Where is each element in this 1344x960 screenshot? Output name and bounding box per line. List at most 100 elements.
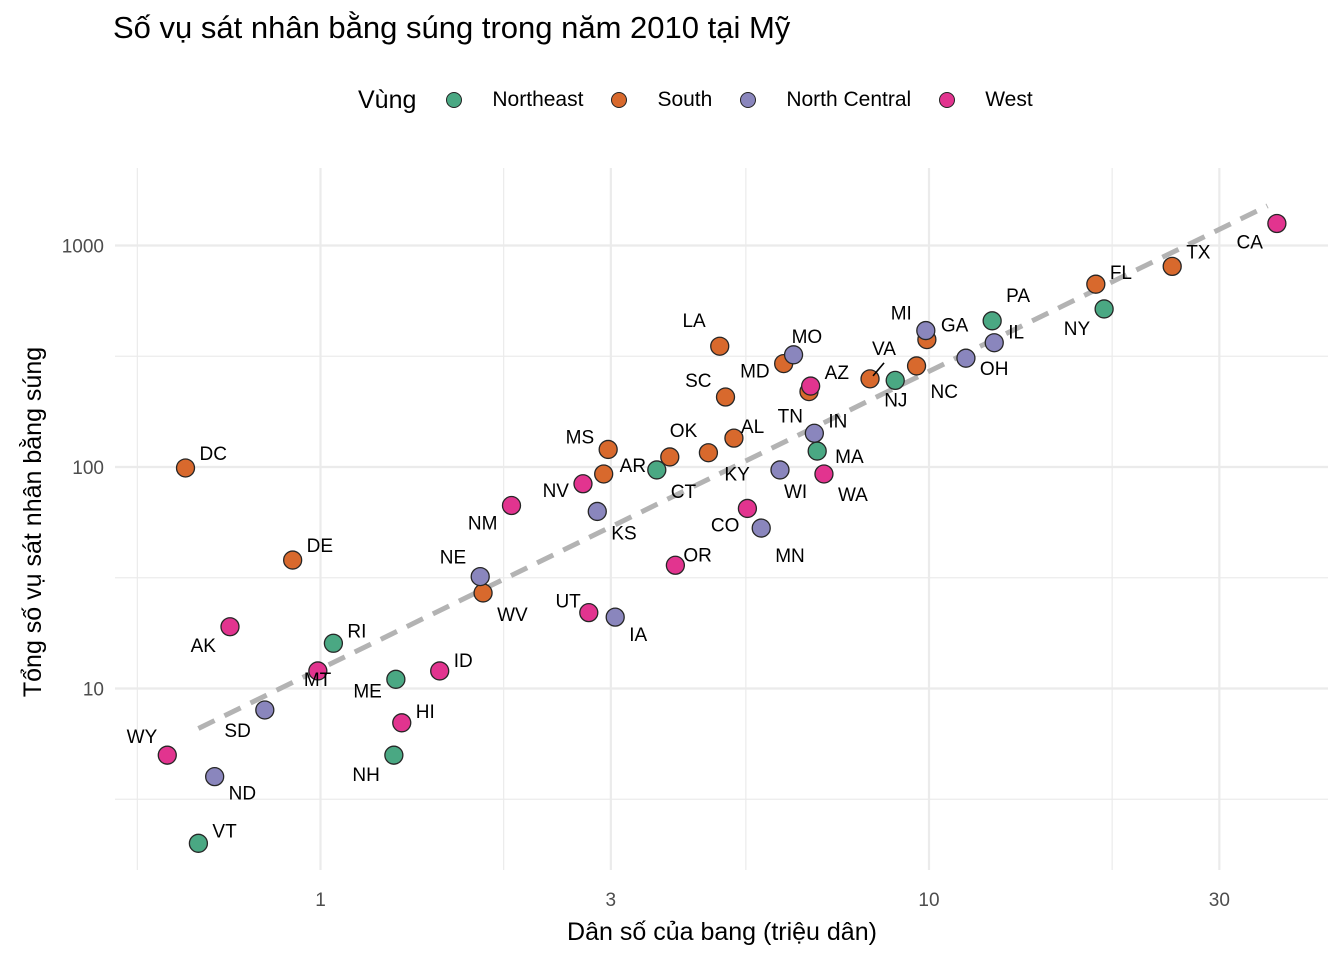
- trend-line: [197, 203, 1269, 731]
- point-az: [800, 376, 821, 396]
- point-ok: [660, 447, 680, 467]
- point-hi: [392, 713, 412, 733]
- label-leader-va: [872, 362, 885, 377]
- legend-item-south: South: [611, 88, 712, 112]
- label-az: AZ: [825, 363, 850, 384]
- point-il: [984, 333, 1004, 353]
- point-nv: [573, 474, 593, 494]
- legend-title: Vùng: [358, 85, 417, 114]
- point-id: [430, 661, 450, 681]
- point-al: [724, 428, 744, 448]
- legend-label-west: West: [985, 88, 1033, 111]
- point-mi: [916, 320, 936, 341]
- legend-swatch-north-central: [740, 92, 757, 108]
- point-ri: [323, 633, 344, 653]
- legend-item-west: West: [939, 88, 1033, 112]
- label-co: CO: [711, 515, 740, 536]
- point-fl: [1086, 274, 1106, 294]
- label-tx: TX: [1186, 242, 1211, 263]
- point-co: [737, 498, 758, 519]
- point-vt: [188, 833, 209, 853]
- legend: Vùng Northeast South North Central West: [358, 84, 1061, 116]
- label-la: LA: [682, 311, 706, 332]
- point-sd: [255, 700, 275, 720]
- label-nc: NC: [931, 382, 958, 403]
- point-ar: [594, 464, 614, 484]
- grid: [115, 168, 1328, 870]
- point-wi: [770, 460, 790, 480]
- label-ia: IA: [629, 625, 647, 646]
- trend-line-layer: [197, 203, 1269, 731]
- point-mo: [783, 345, 804, 365]
- label-ma: MA: [835, 447, 864, 468]
- point-tx: [1162, 256, 1182, 277]
- label-ky: KY: [724, 465, 750, 486]
- x-axis-title: Dân số của bang (triệu dân): [567, 918, 877, 946]
- x-tick-label: 10: [918, 890, 939, 911]
- label-va: VA: [872, 339, 896, 360]
- point-ma: [807, 441, 827, 461]
- label-mt: MT: [304, 670, 332, 691]
- label-sc: SC: [685, 371, 711, 392]
- legend-label-north-central: North Central: [786, 88, 912, 111]
- label-ca: CA: [1236, 232, 1263, 253]
- point-nc: [906, 356, 927, 376]
- point-ia: [605, 607, 625, 627]
- point-nh: [384, 745, 404, 765]
- points-layer: [157, 213, 1287, 853]
- point-ny: [1094, 299, 1114, 319]
- label-nd: ND: [229, 784, 256, 805]
- legend-item-north-central: North Central: [740, 88, 911, 112]
- label-sd: SD: [224, 721, 250, 742]
- y-axis-title: Tổng số vụ sát nhân bằng súng: [18, 347, 47, 697]
- label-fl: FL: [1110, 263, 1132, 284]
- point-nm: [501, 495, 522, 516]
- point-wv: [473, 583, 493, 603]
- label-pa: PA: [1006, 286, 1030, 307]
- point-oh: [956, 348, 976, 368]
- label-or: OR: [683, 545, 712, 566]
- label-wy: WY: [127, 727, 158, 748]
- point-sc: [715, 387, 736, 407]
- point-ky: [698, 443, 719, 463]
- label-id: ID: [454, 651, 473, 672]
- legend-label-south: South: [657, 88, 713, 111]
- label-tn: TN: [778, 407, 803, 428]
- label-al: AL: [741, 417, 764, 438]
- label-mn: MN: [775, 546, 805, 567]
- point-mt: [308, 661, 328, 681]
- tick-labels: 1 3 10 30 10 100 1000: [62, 237, 1230, 912]
- label-ut: UT: [555, 592, 581, 613]
- legend-swatch-west: [939, 92, 956, 108]
- point-ks: [587, 501, 607, 522]
- label-ok: OK: [670, 421, 698, 442]
- point-wa: [814, 464, 834, 484]
- label-vt: VT: [212, 821, 237, 842]
- point-mn: [751, 518, 771, 538]
- label-wv: WV: [497, 605, 528, 626]
- legend-swatch-south: [611, 92, 628, 108]
- label-md: MD: [740, 362, 770, 383]
- point-wy: [157, 745, 177, 765]
- label-ks: KS: [611, 523, 636, 544]
- label-mo: MO: [792, 327, 823, 348]
- point-or: [665, 555, 686, 575]
- legend-swatch-northeast: [446, 92, 463, 108]
- y-tick-label: 1000: [62, 237, 104, 258]
- label-oh: OH: [980, 359, 1009, 380]
- label-nh: NH: [352, 765, 379, 786]
- label-nj: NJ: [884, 390, 907, 411]
- label-mi: MI: [891, 304, 912, 325]
- point-la: [710, 336, 730, 356]
- point-labels-layer: PA NY NJ MA CT RI ME NH VT TX FL GA NC VA LA MD TN SC AL KY…: [127, 232, 1264, 842]
- point-in: [804, 423, 824, 443]
- legend-label-northeast: Northeast: [492, 88, 584, 111]
- point-ct: [647, 460, 667, 480]
- point-me: [386, 669, 406, 689]
- label-ct: CT: [671, 482, 697, 503]
- label-nm: NM: [468, 514, 498, 535]
- y-tick-label: 100: [72, 458, 104, 479]
- label-ri: RI: [347, 621, 366, 642]
- point-ne: [470, 566, 490, 587]
